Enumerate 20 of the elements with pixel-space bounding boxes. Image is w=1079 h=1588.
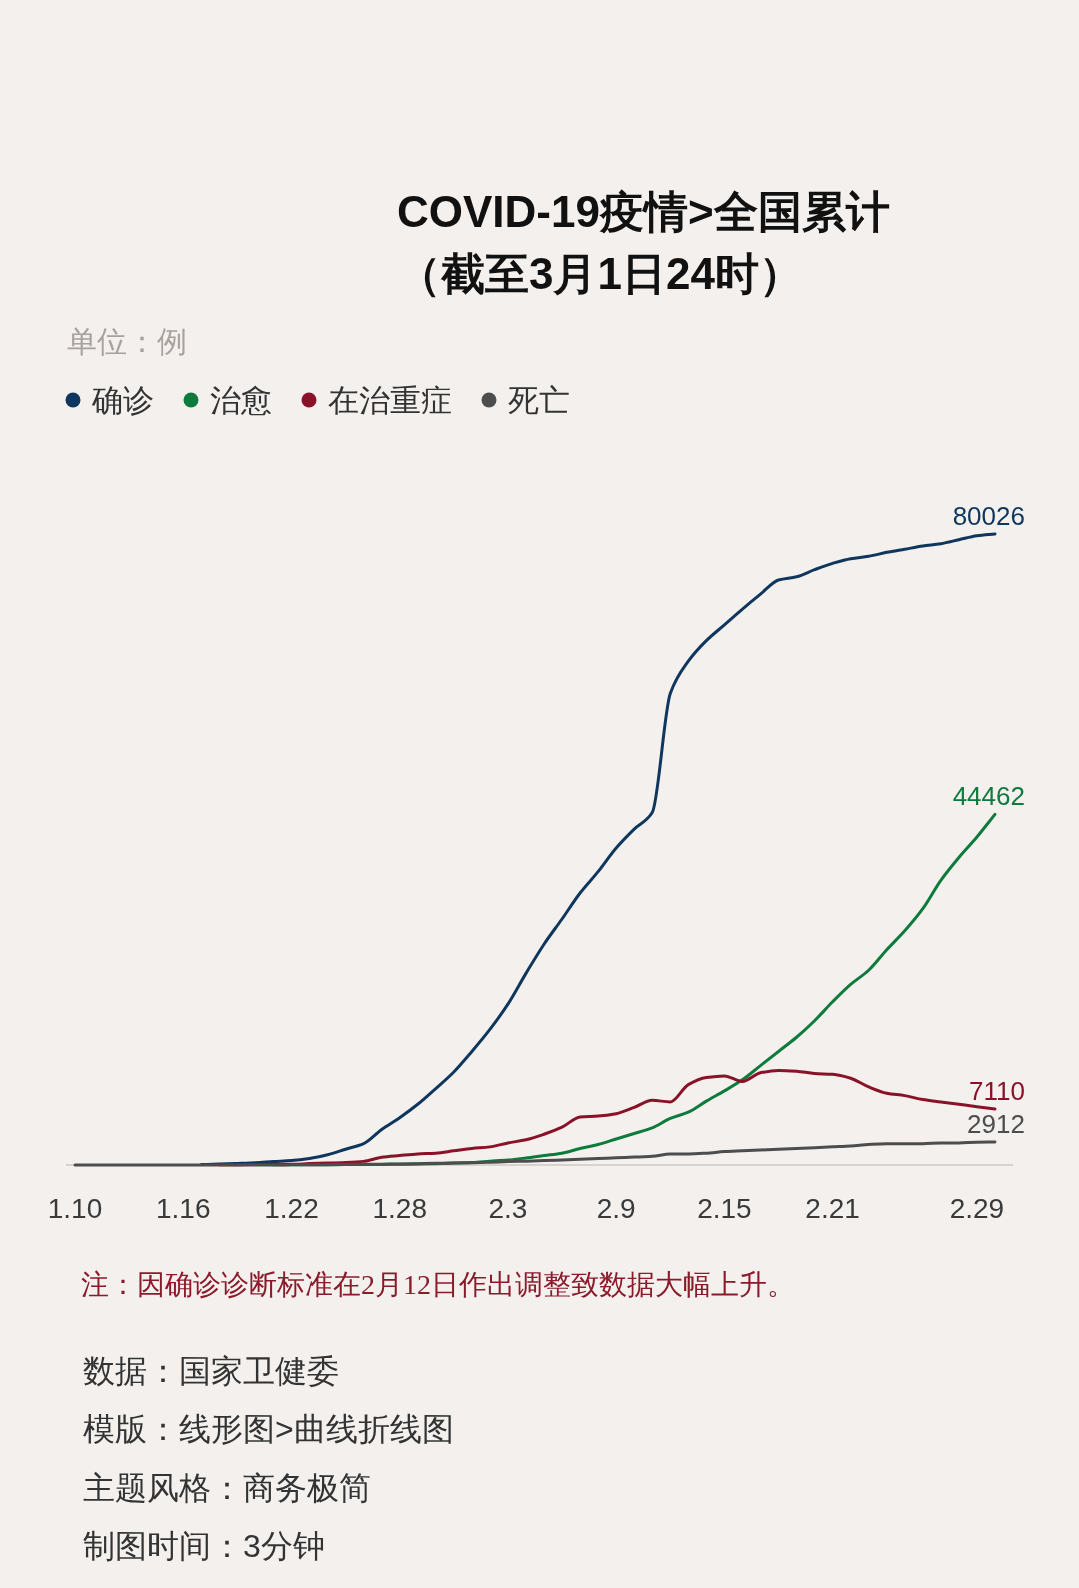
annotation: 单位：例 xyxy=(67,325,187,358)
legend-label: 死亡 xyxy=(508,382,570,418)
x-tick-label: 2.29 xyxy=(949,1193,1005,1224)
x-tick-label: 1.28 xyxy=(372,1193,427,1224)
title: COVID-19疫情>全国累计 （截至3月1日24时） xyxy=(397,187,890,298)
legend-label: 在治重症 xyxy=(328,382,452,418)
x-tick-label: 2.9 xyxy=(596,1193,636,1224)
x-tick-label: 2.21 xyxy=(805,1193,860,1224)
x-tick-label: 1.16 xyxy=(156,1193,211,1224)
annotation: 模版：线形图>曲线折线图 xyxy=(83,1411,454,1448)
annotation: 注：因确诊诊断标准在2月12日作出调整致数据大幅上升。 xyxy=(81,1269,795,1300)
x-tick-label: 1.22 xyxy=(264,1193,319,1224)
annotation: 主题风格：商务极简 xyxy=(83,1469,371,1506)
x-tick-label: 1.10 xyxy=(47,1193,103,1224)
x-tick-label: 2.3 xyxy=(488,1193,528,1224)
annotation: 数据：国家卫健委 xyxy=(83,1353,339,1389)
legend-label: 治愈 xyxy=(210,382,272,418)
x-tick-label: 2.15 xyxy=(697,1193,752,1224)
annotation: 制图时间：3分钟 xyxy=(83,1528,325,1565)
legend-label: 确诊 xyxy=(91,382,154,418)
